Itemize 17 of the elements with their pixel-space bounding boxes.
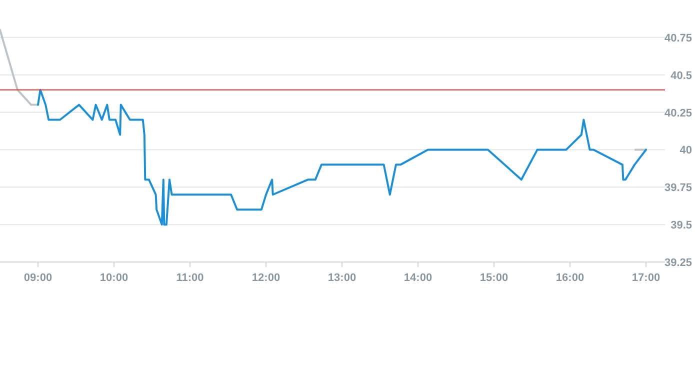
y-tick-label: 40.75 bbox=[664, 32, 692, 44]
y-tick-label: 39.25 bbox=[664, 257, 692, 269]
x-tick-label: 10:00 bbox=[100, 272, 128, 284]
x-tick-label: 15:00 bbox=[480, 272, 508, 284]
y-tick-label: 40.25 bbox=[664, 107, 692, 120]
x-tick-label: 12:00 bbox=[252, 272, 280, 284]
y-tick-label: 39.75 bbox=[664, 182, 692, 194]
y-tick-label: 40 bbox=[680, 144, 692, 157]
x-tick-label: 16:00 bbox=[556, 272, 584, 284]
y-tick-label: 40.5 bbox=[670, 70, 692, 82]
x-tick-label: 14:00 bbox=[404, 272, 432, 284]
y-tick-label: 39.5 bbox=[670, 220, 692, 232]
x-tick-label: 11:00 bbox=[176, 272, 204, 284]
x-tick-label: 09:00 bbox=[24, 272, 52, 284]
x-tick-label: 17:00 bbox=[632, 272, 660, 284]
line-series bbox=[37, 88, 647, 226]
x-tick-label: 13:00 bbox=[328, 272, 356, 284]
